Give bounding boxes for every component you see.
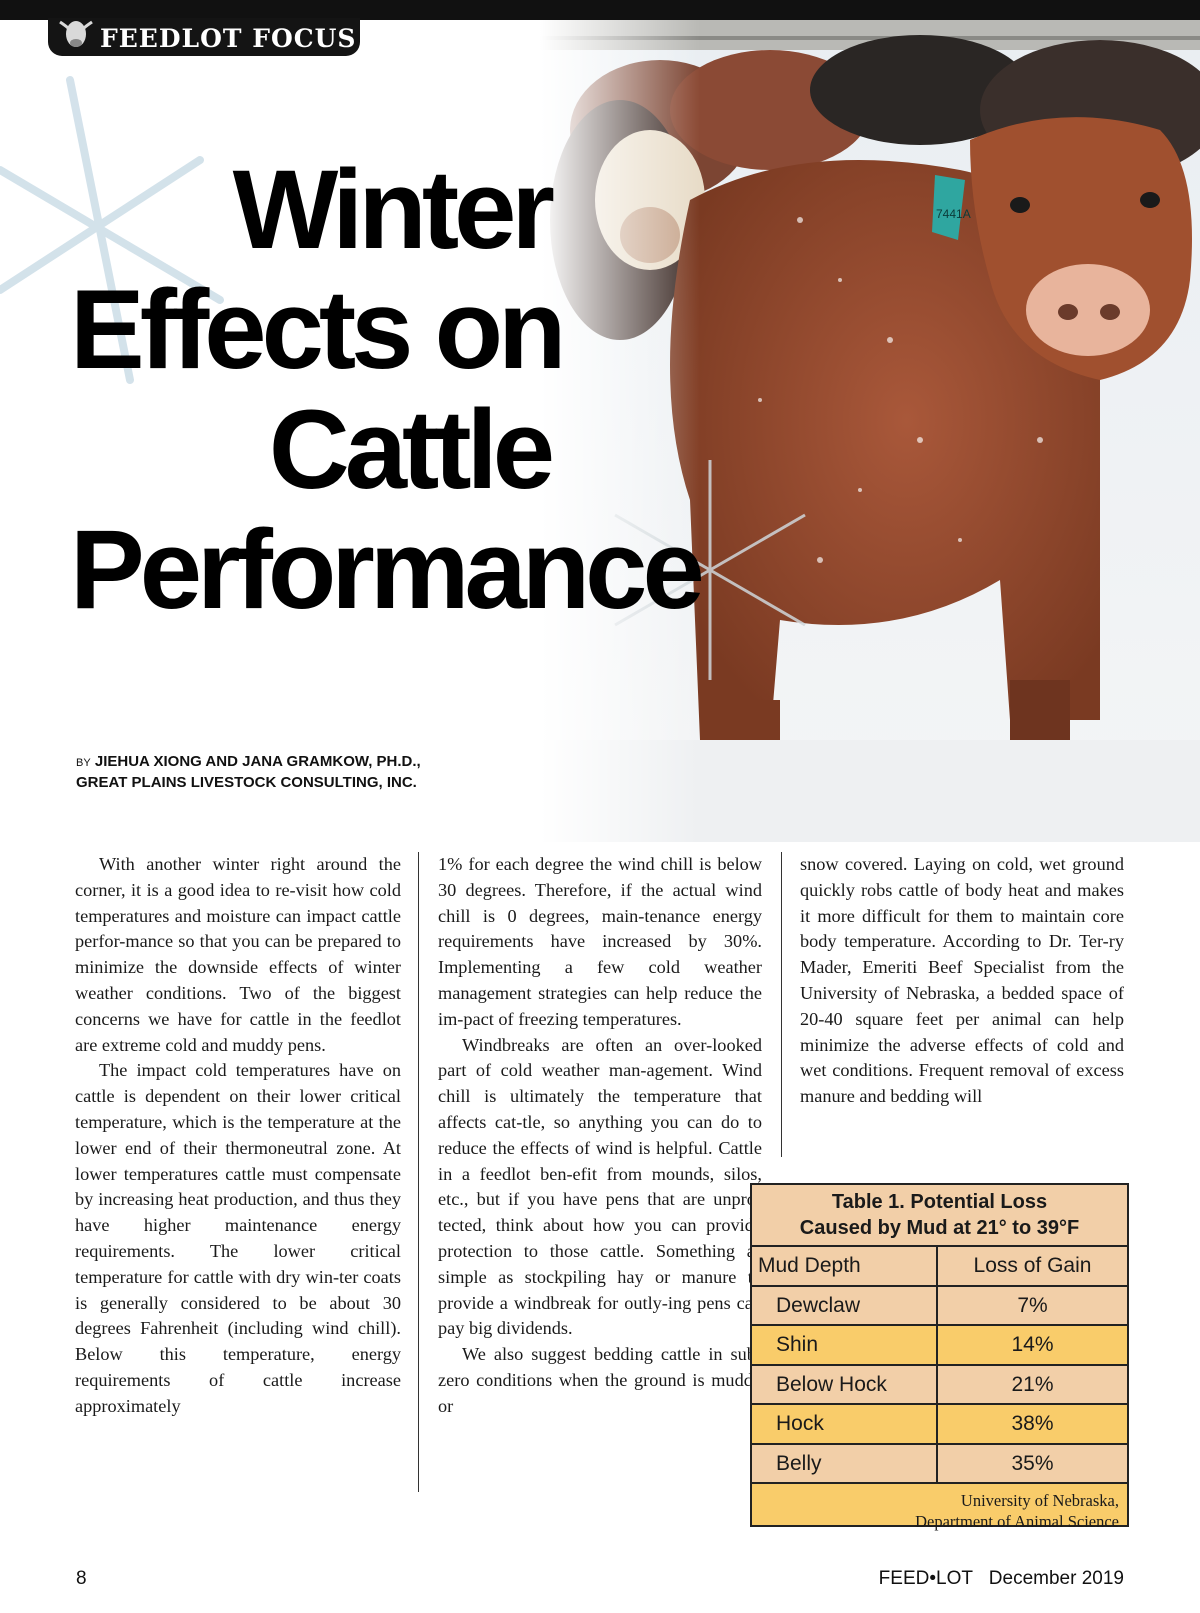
- byline: BY JIEHUA XIONG AND JANA GRAMKOW, PH.D.,…: [76, 752, 556, 792]
- top-black-bar: [0, 0, 1200, 20]
- loss-cell: 14%: [1011, 1333, 1054, 1356]
- table-title-line: Caused by Mud at 21° to 39°F: [799, 1217, 1080, 1239]
- mud-loss-table: Table 1. Potential Loss Caused by Mud at…: [750, 1183, 1129, 1531]
- paragraph: With another winter right around the cor…: [75, 854, 401, 1055]
- title-line: Effects on: [70, 267, 566, 392]
- column-header: Loss of Gain: [973, 1254, 1092, 1277]
- paragraph: The impact cold temperatures have on cat…: [75, 1060, 401, 1416]
- table-row: Hock 38%: [752, 1405, 1127, 1445]
- title-line: Winter: [232, 147, 555, 272]
- paragraph: We also suggest bedding cattle in sub-ze…: [438, 1344, 762, 1416]
- article-column-1: With another winter right around the cor…: [75, 852, 401, 1420]
- paragraph: snow covered. Laying on cold, wet ground…: [800, 854, 1124, 1107]
- table-row: Shin 14%: [752, 1326, 1127, 1366]
- snowflake-icon: [0, 76, 224, 384]
- section-tab: [48, 18, 360, 56]
- source-line: Department of Animal Science: [915, 1512, 1119, 1531]
- issue-date: December 2019: [988, 1568, 1124, 1589]
- table-row: Belly 35%: [752, 1444, 1127, 1484]
- paragraph: 1% for each degree the wind chill is bel…: [438, 854, 762, 1029]
- loss-cell: 21%: [1011, 1372, 1054, 1396]
- loss-cell: 35%: [1011, 1451, 1054, 1475]
- section-label: FEEDLOT FOCUS: [100, 24, 357, 53]
- publication-footer: FEED•LOT December 2019: [879, 1568, 1124, 1590]
- mud-depth-cell: Shin: [752, 1326, 938, 1364]
- column-header: Mud Depth: [752, 1247, 938, 1285]
- loss-cell: 38%: [1011, 1412, 1054, 1435]
- article-column-2: 1% for each degree the wind chill is bel…: [438, 852, 762, 1420]
- byline-authors: JIEHUA XIONG AND JANA GRAMKOW, PH.D.,: [94, 753, 421, 770]
- source-line: University of Nebraska,: [960, 1491, 1119, 1510]
- photo-fade: [540, 20, 700, 842]
- steer-head-icon: [59, 20, 93, 47]
- mud-depth-cell: Hock: [752, 1405, 938, 1443]
- byline-prefix: BY: [76, 757, 91, 769]
- mud-depth-cell: Belly: [752, 1444, 938, 1482]
- title-line: Performance: [70, 507, 705, 632]
- table-title-line: Table 1. Potential Loss: [831, 1191, 1048, 1213]
- byline-org: GREAT PLAINS LIVESTOCK CONSULTING, INC.: [76, 774, 417, 791]
- page-number: 8: [76, 1568, 87, 1589]
- ear-tag-number: 7441A: [936, 207, 971, 221]
- article-title: Winter Effects on Cattle Performance: [70, 147, 705, 632]
- column-divider: [781, 852, 782, 1157]
- table-row: Below Hock 21%: [752, 1365, 1127, 1405]
- mud-depth-cell: Dewclaw: [752, 1286, 938, 1324]
- loss-cell: 7%: [1017, 1293, 1048, 1317]
- title-line: Cattle: [268, 387, 555, 512]
- table-header-row: Mud Depth Loss of Gain: [752, 1247, 1127, 1287]
- paragraph: Windbreaks are often an over-looked part…: [438, 1034, 762, 1339]
- table-title: Table 1. Potential Loss Caused by Mud at…: [752, 1185, 1127, 1247]
- table-source: University of Nebraska, Department of An…: [752, 1484, 1127, 1532]
- article-column-3: snow covered. Laying on cold, wet ground…: [800, 852, 1124, 1110]
- table-row: Dewclaw 7%: [752, 1286, 1127, 1326]
- publication-name: FEED•LOT: [878, 1568, 973, 1589]
- mud-depth-cell: Below Hock: [752, 1365, 938, 1403]
- column-divider: [418, 852, 419, 1492]
